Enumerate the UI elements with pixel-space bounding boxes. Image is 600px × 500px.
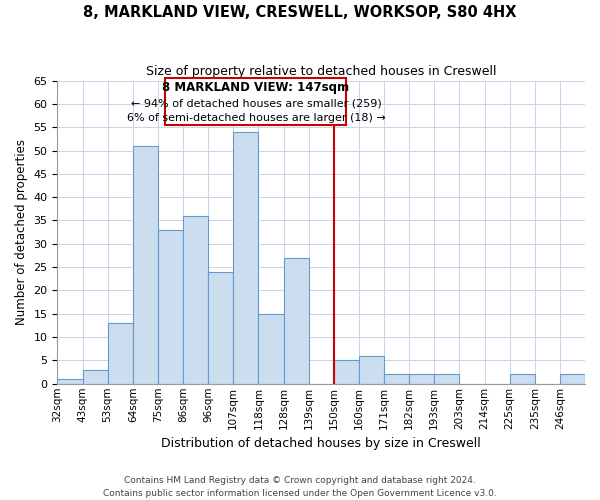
Bar [259, 314, 284, 384]
Bar [83, 370, 107, 384]
Bar [58, 379, 83, 384]
FancyBboxPatch shape [166, 78, 346, 125]
Text: Contains HM Land Registry data © Crown copyright and database right 2024.
Contai: Contains HM Land Registry data © Crown c… [103, 476, 497, 498]
Text: 8 MARKLAND VIEW: 147sqm: 8 MARKLAND VIEW: 147sqm [163, 81, 349, 94]
Bar [284, 258, 308, 384]
Text: ← 94% of detached houses are smaller (259): ← 94% of detached houses are smaller (25… [131, 99, 381, 109]
Bar [409, 374, 434, 384]
X-axis label: Distribution of detached houses by size in Creswell: Distribution of detached houses by size … [161, 437, 481, 450]
Y-axis label: Number of detached properties: Number of detached properties [15, 139, 28, 325]
Bar [509, 374, 535, 384]
Text: 8, MARKLAND VIEW, CRESWELL, WORKSOP, S80 4HX: 8, MARKLAND VIEW, CRESWELL, WORKSOP, S80… [83, 5, 517, 20]
Title: Size of property relative to detached houses in Creswell: Size of property relative to detached ho… [146, 65, 496, 78]
Bar [158, 230, 183, 384]
Bar [334, 360, 359, 384]
Bar [384, 374, 409, 384]
Bar [434, 374, 460, 384]
Bar [208, 272, 233, 384]
Bar [133, 146, 158, 384]
Text: 6% of semi-detached houses are larger (18) →: 6% of semi-detached houses are larger (1… [127, 113, 385, 123]
Bar [560, 374, 585, 384]
Bar [183, 216, 208, 384]
Bar [107, 323, 133, 384]
Bar [233, 132, 259, 384]
Bar [359, 356, 384, 384]
